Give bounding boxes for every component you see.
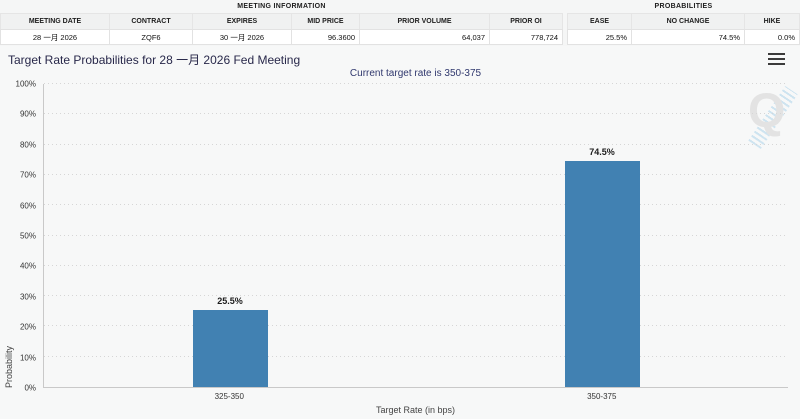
meeting-info-data-row: 28 一月 2026 ZQF6 30 一月 2026 96.3600 64,03… xyxy=(0,29,563,45)
meeting-info-table: MEETING INFORMATION MEETING DATE CONTRAC… xyxy=(0,0,563,45)
gridline xyxy=(44,143,788,145)
x-axis-category-label: 325-350 xyxy=(214,392,244,401)
y-axis-tick-label: 0% xyxy=(24,383,36,393)
y-axis-tick-label: 50% xyxy=(19,231,36,241)
plot-area: 25.5% 74.5% xyxy=(43,83,788,388)
cell-expires: 30 一月 2026 xyxy=(193,29,292,45)
y-axis-tick-label: 10% xyxy=(19,353,36,363)
gridline xyxy=(44,295,788,297)
cell-prior-oi: 778,724 xyxy=(490,29,563,45)
cell-ease: 25.5% xyxy=(567,29,632,45)
x-axis-category-labels: 325-350 350-375 xyxy=(43,388,788,402)
col-header-no-change: NO CHANGE xyxy=(632,13,745,29)
y-axis-tick-label: 30% xyxy=(19,292,36,302)
cell-contract: ZQF6 xyxy=(110,29,193,45)
y-axis-tick-labels: 0% 10% 20% 30% 40% 50% 60% 70% 80% 90% 100% xyxy=(0,80,38,393)
y-axis-tick-label: 90% xyxy=(19,109,36,119)
bar-value-label: 74.5% xyxy=(589,147,615,158)
cell-prior-volume: 64,037 xyxy=(360,29,490,45)
gridline xyxy=(44,325,788,327)
col-header-expires: EXPIRES xyxy=(193,13,292,29)
col-header-prior-oi: PRIOR OI xyxy=(490,13,563,29)
top-tables: MEETING INFORMATION MEETING DATE CONTRAC… xyxy=(0,0,800,45)
y-axis-tick-label: 70% xyxy=(19,170,36,180)
bar-350-375[interactable] xyxy=(564,161,640,387)
cell-hike: 0.0% xyxy=(745,29,800,45)
quikstrike-q-watermark: Q xyxy=(736,84,798,150)
col-header-contract: CONTRACT xyxy=(110,13,193,29)
y-axis-tick-label: 80% xyxy=(19,140,36,150)
watermark-q-letter: Q xyxy=(748,85,786,138)
bar-325-350[interactable] xyxy=(192,309,268,387)
probabilities-section-title: PROBABILITIES xyxy=(654,3,713,10)
col-header-meeting-date: MEETING DATE xyxy=(0,13,110,29)
gridline xyxy=(44,83,788,84)
y-axis-tick-label: 20% xyxy=(19,322,36,332)
x-axis-category-label: 350-375 xyxy=(587,392,617,401)
y-axis-tick-label: 40% xyxy=(19,261,36,271)
meeting-info-section-title: MEETING INFORMATION xyxy=(237,3,326,10)
probabilities-data-row: 25.5% 74.5% 0.0% xyxy=(567,29,800,45)
gridline xyxy=(44,173,788,175)
col-header-ease: EASE xyxy=(567,13,632,29)
gridline xyxy=(44,355,788,357)
meeting-info-header-row: MEETING DATE CONTRACT EXPIRES MID PRICE … xyxy=(0,13,563,29)
chart-title: Target Rate Probabilities for 28 一月 2026… xyxy=(8,53,301,67)
hamburger-menu-icon[interactable] xyxy=(768,53,785,65)
bar-value-label: 25.5% xyxy=(217,295,243,306)
gridline xyxy=(44,264,788,266)
cell-no-change: 74.5% xyxy=(632,29,745,45)
y-axis-tick-label: 60% xyxy=(19,201,36,211)
gridline xyxy=(44,234,788,236)
col-header-hike: HIKE xyxy=(745,13,800,29)
chart-panel: Target Rate Probabilities for 28 一月 2026… xyxy=(0,46,800,419)
chart-subtitle: Current target rate is 350-375 xyxy=(349,68,482,79)
col-header-prior-volume: PRIOR VOLUME xyxy=(360,13,490,29)
cell-mid-price: 96.3600 xyxy=(292,29,360,45)
y-axis-tick-label: 100% xyxy=(15,79,36,89)
gridline xyxy=(44,113,788,115)
cell-meeting-date: 28 一月 2026 xyxy=(0,29,110,45)
gridline xyxy=(44,204,788,206)
probabilities-header-row: EASE NO CHANGE HIKE xyxy=(567,13,800,29)
probabilities-table: PROBABILITIES EASE NO CHANGE HIKE 25.5% … xyxy=(567,0,800,45)
col-header-mid-price: MID PRICE xyxy=(292,13,360,29)
x-axis-title: Target Rate (in bps) xyxy=(375,405,456,415)
